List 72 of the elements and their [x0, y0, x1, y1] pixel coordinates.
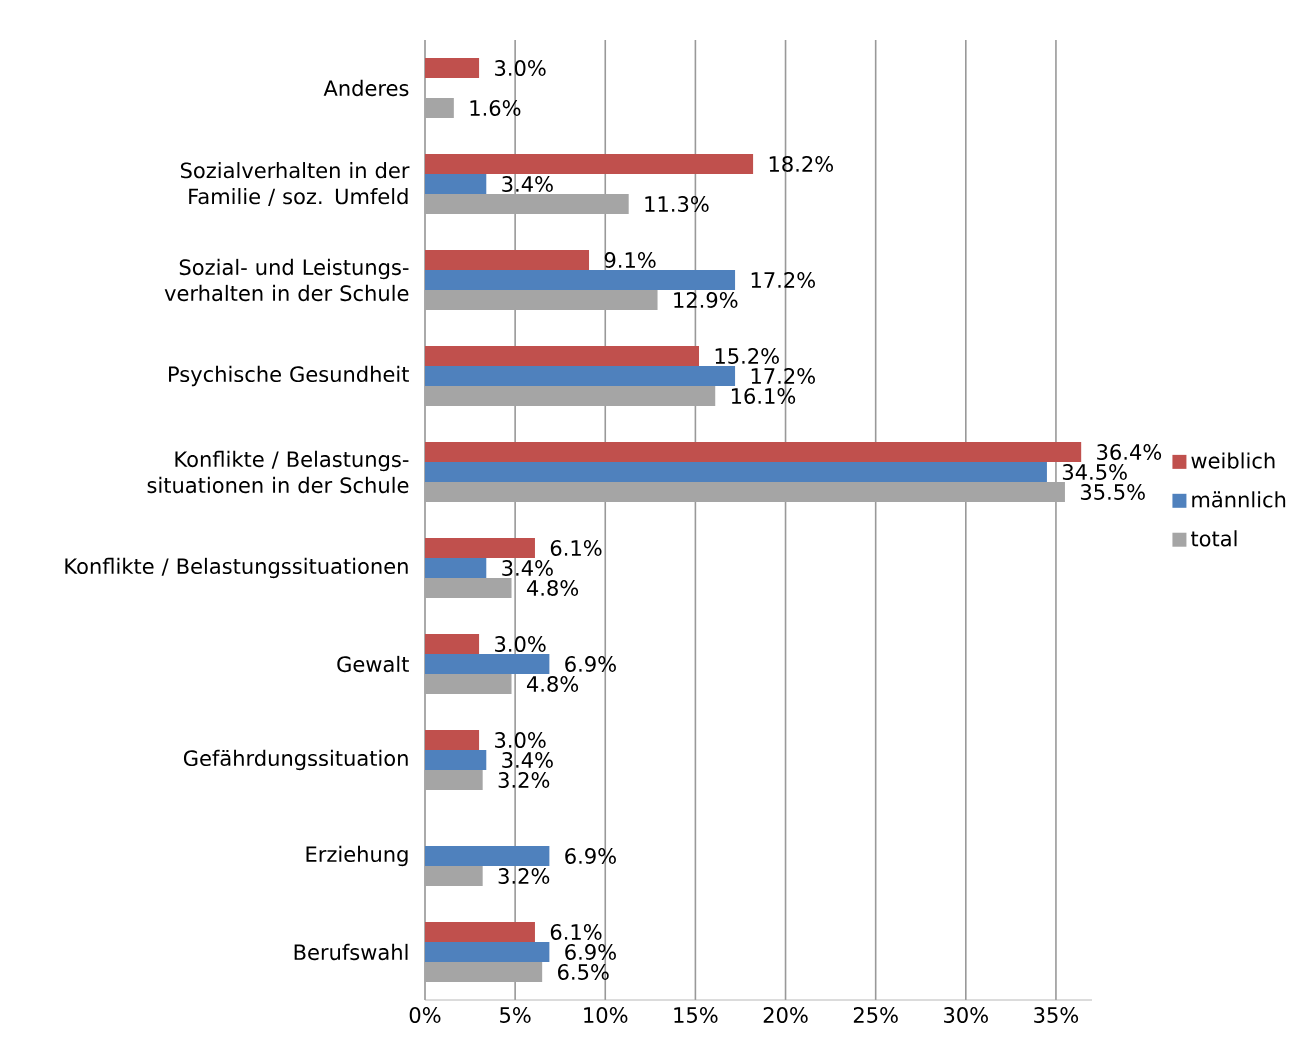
data-label: 11.3% [645, 196, 709, 212]
data-label: 4.8% [526, 580, 579, 596]
bar [424, 153, 754, 174]
bar [424, 538, 535, 558]
data-label: 15.2% [715, 348, 779, 364]
data-label: 6.5% [558, 964, 609, 980]
x-tick-label: 20% [763, 1007, 808, 1023]
bar [424, 922, 535, 942]
data-label: 3.4% [502, 560, 553, 576]
y-tick-label: Gewalt [337, 655, 409, 673]
bar [424, 173, 487, 194]
x-tick-label: 35% [1034, 1007, 1079, 1023]
data-label: 34.5% [1062, 464, 1127, 480]
data-label: 3.0% [495, 636, 546, 652]
y-tick-label: Konflikte / Belastungssituationen [65, 557, 408, 579]
x-tick-label: 10% [584, 1007, 628, 1023]
bar [424, 57, 480, 78]
bar [424, 770, 483, 790]
y-tick-label: Sozialverhalten in der Familie / soz. Umfeld [180, 162, 410, 206]
bar [424, 270, 736, 290]
x-tick-label: 30% [944, 1007, 988, 1023]
data-label: 6.1% [550, 540, 602, 556]
x-tick-label: 25% [853, 1007, 898, 1023]
legend-label: männlich [1192, 491, 1286, 508]
bar [424, 846, 550, 866]
data-label: 6.9% [565, 656, 616, 672]
bar [424, 634, 480, 654]
bar [424, 442, 1082, 462]
x-tick-label: 15% [674, 1007, 718, 1023]
data-label: 35.5% [1080, 484, 1145, 500]
data-label: 36.4% [1097, 444, 1162, 460]
data-label: 6.9% [565, 848, 616, 864]
data-label: 3.4% [502, 752, 553, 768]
data-label: 18.2% [769, 156, 834, 172]
bar [424, 750, 487, 770]
data-label: 16.1% [731, 388, 796, 404]
bar [424, 366, 736, 386]
bar [424, 578, 512, 598]
bar [424, 942, 550, 962]
data-label: 6.1% [550, 924, 602, 940]
data-label: 17.2% [751, 272, 815, 288]
data-label: 12.9% [674, 292, 738, 308]
y-tick-label: Konflikte / Belastungs-situationen in der Schule [147, 450, 409, 494]
bar [424, 462, 1047, 482]
y-tick-label: Gefährdungssituation [183, 749, 408, 771]
y-tick-label: Psychische Gesundheit [169, 365, 409, 387]
data-label: 4.8% [526, 676, 579, 692]
data-label: 1.6% [470, 100, 521, 116]
legend-label: weiblich [1191, 452, 1275, 469]
data-label: 9.1% [604, 252, 656, 268]
bar [424, 866, 483, 886]
y-tick-label: Sozial- und Leistungs-verhalten in der Schule [164, 258, 409, 302]
legend-label: total [1190, 530, 1237, 547]
bar [424, 249, 590, 270]
data-label: 3.0% [495, 732, 546, 748]
data-label: 3.2% [498, 868, 550, 884]
y-tick-label: Anderes [323, 79, 409, 97]
data-label: 3.4% [502, 176, 553, 192]
bar [424, 654, 550, 674]
data-label: 6.9% [565, 944, 616, 960]
y-tick-label: Erziehung [306, 845, 408, 867]
bar [424, 558, 487, 578]
x-tick-label: 0% [409, 1007, 441, 1023]
data-label: 3.0% [495, 60, 546, 76]
data-label: 17.2% [751, 368, 815, 384]
bar [424, 97, 454, 118]
data-label: 3.2% [498, 772, 550, 788]
y-tick-label: Berufswahl [294, 943, 408, 961]
x-tick-label: 5% [500, 1007, 531, 1023]
bar [424, 674, 512, 694]
bar [424, 346, 700, 366]
bar [424, 730, 480, 750]
